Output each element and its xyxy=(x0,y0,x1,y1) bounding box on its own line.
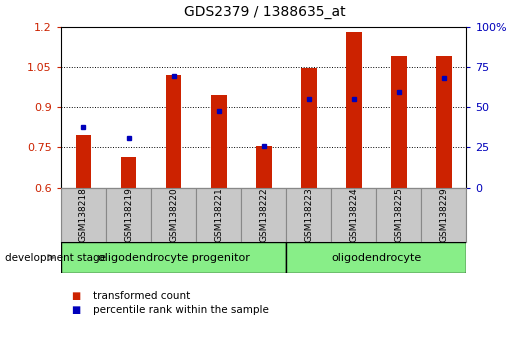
Bar xyxy=(241,188,286,242)
Bar xyxy=(61,188,106,242)
Bar xyxy=(436,56,452,188)
Bar xyxy=(301,68,316,188)
Bar xyxy=(61,242,286,273)
Text: GSM138223: GSM138223 xyxy=(304,188,313,242)
Text: percentile rank within the sample: percentile rank within the sample xyxy=(93,305,269,315)
Text: GSM138225: GSM138225 xyxy=(394,188,403,242)
Bar xyxy=(211,95,226,188)
Bar xyxy=(346,32,361,188)
Text: oligodendrocyte progenitor: oligodendrocyte progenitor xyxy=(98,252,250,263)
Text: GSM138221: GSM138221 xyxy=(214,188,223,242)
Bar xyxy=(121,157,136,188)
Text: development stage: development stage xyxy=(5,252,107,263)
Text: GSM138218: GSM138218 xyxy=(79,188,88,242)
Text: transformed count: transformed count xyxy=(93,291,190,301)
Bar xyxy=(106,188,151,242)
Bar xyxy=(421,188,466,242)
Text: GSM138224: GSM138224 xyxy=(349,188,358,242)
Text: GSM138222: GSM138222 xyxy=(259,188,268,242)
Text: oligodendrocyte: oligodendrocyte xyxy=(331,252,421,263)
Bar xyxy=(166,75,181,188)
Bar xyxy=(76,135,91,188)
Text: GSM138220: GSM138220 xyxy=(169,188,178,242)
Text: ■: ■ xyxy=(72,291,81,301)
Bar xyxy=(391,56,407,188)
Text: ■: ■ xyxy=(72,305,81,315)
Bar xyxy=(196,188,241,242)
Text: GSM138219: GSM138219 xyxy=(124,188,133,242)
Bar xyxy=(286,242,466,273)
Bar xyxy=(151,188,196,242)
Bar xyxy=(376,188,421,242)
Text: GDS2379 / 1388635_at: GDS2379 / 1388635_at xyxy=(184,5,346,19)
Bar xyxy=(286,188,331,242)
Bar xyxy=(256,146,271,188)
Text: GSM138229: GSM138229 xyxy=(439,188,448,242)
Bar xyxy=(331,188,376,242)
